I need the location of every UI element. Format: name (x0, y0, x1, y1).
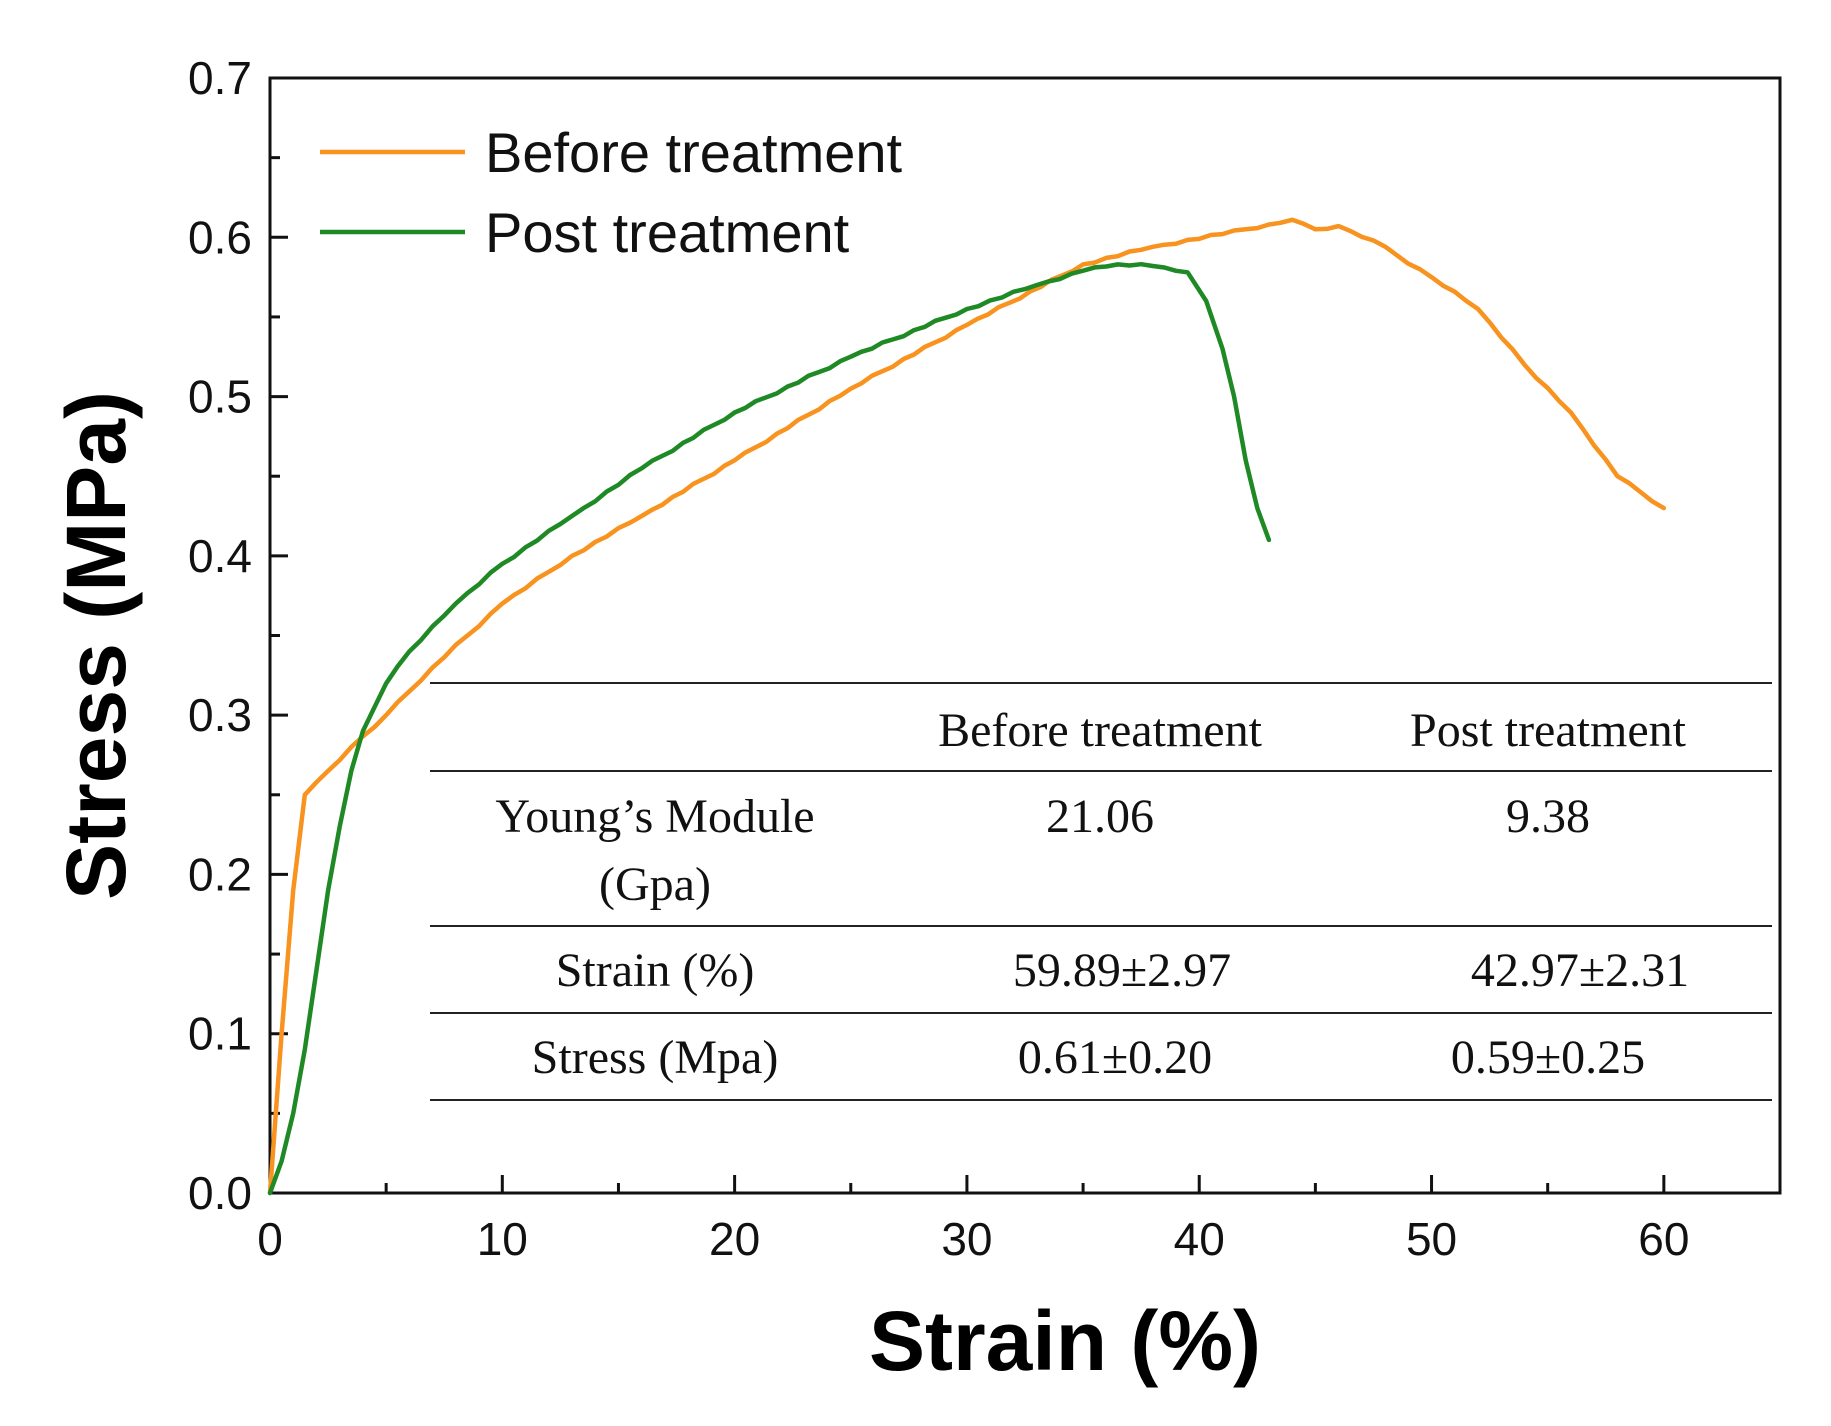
y-axis-title: Stress (MPa) (49, 391, 143, 900)
x-tick-label: 60 (1638, 1213, 1689, 1265)
y-tick-label: 0.7 (188, 52, 252, 104)
legend-label-post-treatment: Post treatment (485, 201, 850, 264)
table-row-label: Young’s Module (495, 790, 814, 843)
y-tick-label: 0.6 (188, 211, 252, 263)
table-cell: 21.06 (1046, 790, 1154, 843)
legend-label-before-treatment: Before treatment (485, 121, 903, 184)
table-cell: 0.61±0.20 (1018, 1031, 1212, 1084)
x-tick-label: 40 (1174, 1213, 1225, 1265)
x-tick-label: 10 (477, 1213, 528, 1265)
x-tick-label: 0 (257, 1213, 283, 1265)
series-line-before-treatment (267, 217, 1667, 1196)
x-tick-label: 20 (709, 1213, 760, 1265)
legend: Before treatment Post treatment (320, 121, 903, 264)
y-tick-label: 0.2 (188, 848, 252, 900)
table-cell: 9.38 (1506, 790, 1590, 843)
table-cell: 0.59±0.25 (1451, 1031, 1645, 1084)
y-tick-label: 0.1 (188, 1008, 252, 1060)
table-cell: 42.97±2.31 (1471, 944, 1689, 997)
x-tick-label: 50 (1406, 1213, 1457, 1265)
table-row-label: Strain (%) (556, 944, 755, 997)
y-tick-label: 0.0 (188, 1167, 252, 1219)
y-tick-label: 0.5 (188, 371, 252, 423)
y-tick-label: 0.4 (188, 530, 252, 582)
table-row-label: (Gpa) (599, 858, 711, 911)
table-header-before: Before treatment (938, 704, 1263, 757)
series-layer (267, 217, 1667, 1196)
y-tick-labels: 0.0 0.1 0.2 0.3 0.4 0.5 0.6 0.7 (188, 52, 252, 1219)
table-row-label: Stress (Mpa) (532, 1031, 779, 1084)
x-tick-label: 30 (941, 1213, 992, 1265)
inset-table: Before treatment Post treatment Young’s … (430, 680, 1772, 1102)
x-tick-labels: 0 10 20 30 40 50 60 (257, 1213, 1689, 1265)
table-header-post: Post treatment (1410, 704, 1687, 757)
y-tick-label: 0.3 (188, 689, 252, 741)
table-cell: 59.89±2.97 (1013, 944, 1231, 997)
series-line-post-treatment (267, 261, 1272, 1196)
x-axis-title: Strain (%) (869, 1294, 1261, 1388)
